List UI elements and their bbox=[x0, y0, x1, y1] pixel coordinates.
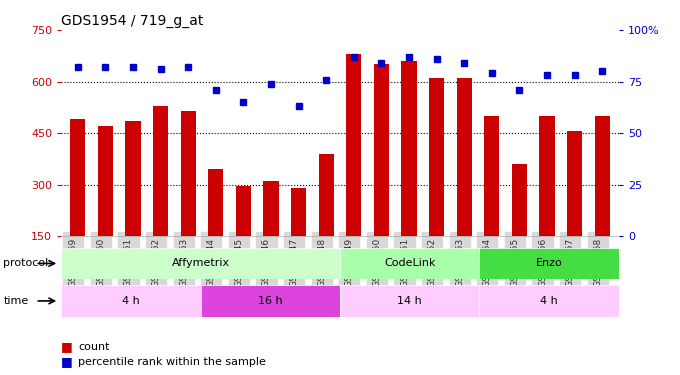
Bar bbox=[479, 248, 619, 279]
Bar bbox=[539, 116, 555, 236]
Bar bbox=[457, 78, 472, 236]
Text: protocol: protocol bbox=[3, 258, 49, 268]
Bar bbox=[319, 154, 334, 236]
Text: 4 h: 4 h bbox=[540, 296, 558, 306]
Text: count: count bbox=[78, 342, 109, 352]
Bar bbox=[153, 106, 168, 236]
Bar bbox=[236, 186, 251, 236]
Bar bbox=[479, 285, 619, 317]
Bar bbox=[291, 188, 306, 236]
Bar bbox=[340, 285, 479, 317]
Text: GDS1954 / 719_g_at: GDS1954 / 719_g_at bbox=[61, 13, 203, 28]
Bar bbox=[208, 169, 223, 236]
Bar bbox=[484, 116, 499, 236]
Bar bbox=[401, 61, 417, 236]
Bar bbox=[340, 248, 479, 279]
Text: ■: ■ bbox=[61, 340, 73, 353]
Bar bbox=[512, 164, 527, 236]
Text: percentile rank within the sample: percentile rank within the sample bbox=[78, 357, 266, 367]
Bar bbox=[125, 121, 141, 236]
Bar bbox=[374, 64, 389, 236]
Bar bbox=[181, 111, 196, 236]
Bar bbox=[61, 285, 201, 317]
Text: time: time bbox=[3, 296, 29, 306]
Bar bbox=[201, 285, 340, 317]
Bar bbox=[70, 119, 86, 236]
Bar bbox=[567, 131, 582, 236]
Text: Affymetrix: Affymetrix bbox=[171, 258, 230, 268]
Bar bbox=[98, 126, 113, 236]
Bar bbox=[594, 116, 610, 236]
Text: 14 h: 14 h bbox=[397, 296, 422, 306]
Bar bbox=[346, 54, 361, 236]
Text: 4 h: 4 h bbox=[122, 296, 140, 306]
Bar bbox=[61, 248, 340, 279]
Bar bbox=[429, 78, 444, 236]
Text: ■: ■ bbox=[61, 356, 73, 368]
Bar bbox=[263, 181, 279, 236]
Text: Enzo: Enzo bbox=[536, 258, 562, 268]
Text: CodeLink: CodeLink bbox=[384, 258, 435, 268]
Text: 16 h: 16 h bbox=[258, 296, 283, 306]
